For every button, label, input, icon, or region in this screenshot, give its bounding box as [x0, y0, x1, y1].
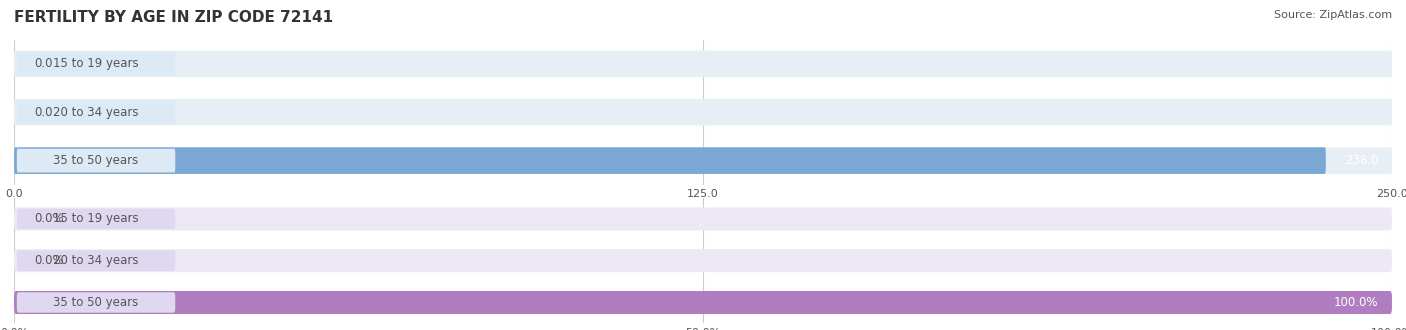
FancyBboxPatch shape — [14, 99, 1392, 125]
Text: 15 to 19 years: 15 to 19 years — [53, 213, 139, 225]
FancyBboxPatch shape — [17, 100, 176, 124]
Text: Source: ZipAtlas.com: Source: ZipAtlas.com — [1274, 10, 1392, 20]
Text: 0.0%: 0.0% — [35, 254, 65, 267]
Text: 238.0: 238.0 — [1344, 154, 1378, 167]
FancyBboxPatch shape — [17, 52, 176, 76]
Text: 0.0: 0.0 — [35, 57, 53, 70]
FancyBboxPatch shape — [14, 147, 1392, 174]
Text: 35 to 50 years: 35 to 50 years — [53, 296, 139, 309]
Text: 35 to 50 years: 35 to 50 years — [53, 154, 139, 167]
FancyBboxPatch shape — [17, 149, 176, 173]
Text: 20 to 34 years: 20 to 34 years — [53, 106, 139, 119]
FancyBboxPatch shape — [14, 291, 1392, 314]
FancyBboxPatch shape — [17, 250, 176, 271]
Text: 0.0: 0.0 — [35, 106, 53, 119]
FancyBboxPatch shape — [14, 291, 1392, 314]
Text: FERTILITY BY AGE IN ZIP CODE 72141: FERTILITY BY AGE IN ZIP CODE 72141 — [14, 10, 333, 25]
FancyBboxPatch shape — [17, 209, 176, 229]
FancyBboxPatch shape — [14, 207, 1392, 230]
Text: 20 to 34 years: 20 to 34 years — [53, 254, 139, 267]
Text: 15 to 19 years: 15 to 19 years — [53, 57, 139, 70]
Text: 100.0%: 100.0% — [1334, 296, 1378, 309]
Text: 0.0%: 0.0% — [35, 213, 65, 225]
FancyBboxPatch shape — [17, 292, 176, 313]
FancyBboxPatch shape — [14, 249, 1392, 272]
FancyBboxPatch shape — [14, 50, 1392, 77]
FancyBboxPatch shape — [14, 147, 1326, 174]
